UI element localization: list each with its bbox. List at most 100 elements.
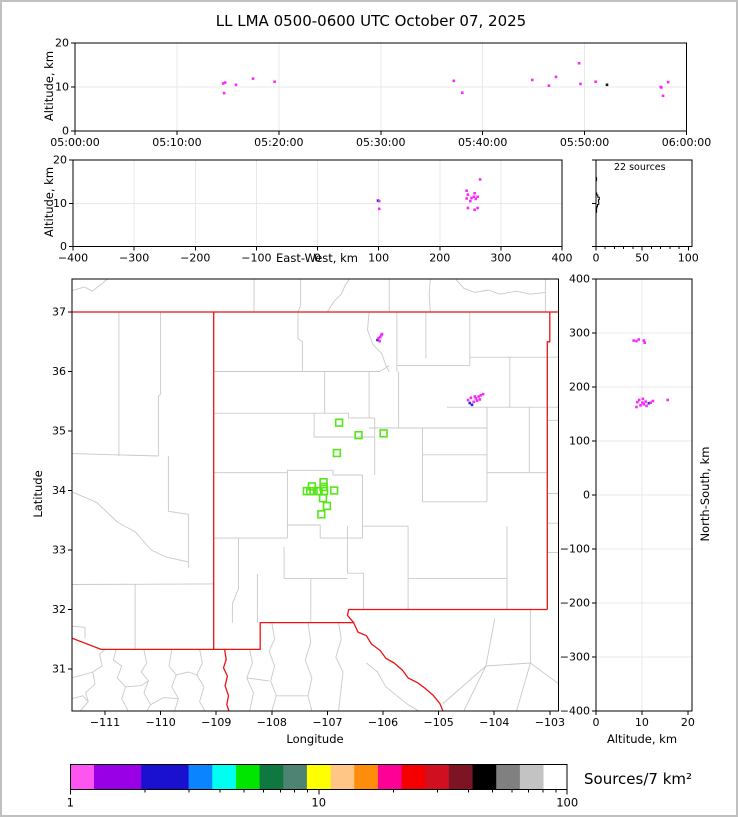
county-border (246, 649, 254, 711)
colorbar-segment (448, 764, 474, 790)
source-point (468, 401, 472, 405)
time-height-panel (75, 43, 687, 131)
x-axis-label-altitude-bottom: Altitude, km (606, 732, 678, 746)
county-border (246, 677, 270, 682)
x-tick-label: 05:00:00 (50, 136, 99, 149)
colorbar-segment (496, 764, 521, 790)
histogram-trace (596, 192, 600, 210)
x-tick-label: −105 (424, 716, 454, 729)
county-border (327, 279, 351, 313)
county-border (442, 618, 496, 704)
source-point (635, 339, 638, 343)
county-border (304, 622, 313, 711)
source-point (641, 397, 645, 401)
source-point (465, 189, 468, 193)
x-axis-label-longitude: Longitude (286, 732, 344, 746)
plan-map-panel (72, 279, 559, 711)
lma-station-marker (309, 486, 318, 496)
source-point (472, 195, 476, 199)
y-tick-label: 20 (55, 37, 69, 50)
source-point (478, 178, 482, 181)
y-axis-label-latitude: Latitude (31, 470, 45, 518)
ew-height-panel (73, 160, 562, 247)
colorbar-segment (235, 764, 261, 790)
source-point (377, 336, 380, 340)
y-tick-label: 20 (53, 154, 67, 167)
y-tick-label: 34 (52, 484, 66, 497)
county-border (287, 469, 363, 476)
source-point (660, 86, 663, 89)
source-point (452, 79, 456, 83)
county-border (213, 365, 390, 372)
source-point (637, 338, 641, 341)
county-border (157, 312, 162, 456)
source-point (273, 80, 276, 84)
county-border (176, 671, 197, 676)
source-point (644, 400, 647, 403)
page-title: LL LMA 0500-0600 UTC October 07, 2025 (215, 12, 527, 30)
source-point (470, 403, 474, 407)
county-border (528, 407, 548, 474)
x-tick-label: −200 (180, 252, 210, 265)
county-border (287, 524, 363, 539)
x-tick-label: 05:40:00 (458, 136, 507, 149)
x-tick-label: −111 (90, 716, 120, 729)
x-tick-label: −100 (241, 252, 271, 265)
sources-count-annotation: 22 sources (614, 162, 666, 173)
colorbar-segment (377, 764, 403, 790)
x-tick-label: −103 (535, 716, 565, 729)
source-point (651, 399, 655, 403)
county-border (140, 649, 152, 711)
colorbar: 1 10 100 (67, 764, 578, 810)
county-border (72, 279, 109, 292)
colorbar-segment (354, 764, 379, 790)
y-tick-label: 400 (569, 273, 590, 286)
ns-height-panel (596, 279, 692, 711)
source-point (577, 61, 581, 65)
colorbar-tick-label: 1 (67, 796, 74, 810)
y-tick-label: 33 (52, 544, 66, 557)
y-tick-label: 31 (52, 662, 66, 675)
y-tick-label: 36 (52, 365, 66, 378)
colorbar-segment (425, 764, 450, 790)
lma-station-marker (314, 486, 323, 496)
y-tick-label: −400 (560, 705, 590, 718)
y-tick-label: −300 (560, 651, 590, 664)
x-tick-label: 05:20:00 (254, 136, 303, 149)
source-point (466, 398, 470, 402)
county-border (72, 453, 159, 457)
lma-station-marker (354, 430, 363, 440)
county-border (297, 312, 303, 372)
source-point (380, 332, 384, 336)
y-tick-label: 100 (569, 435, 590, 448)
source-point (221, 82, 225, 85)
colorbar-segment (401, 764, 426, 790)
county-border (283, 547, 348, 580)
source-point (234, 83, 238, 87)
source-point (469, 199, 472, 203)
x-tick-label: 50 (635, 252, 649, 265)
source-point (475, 399, 479, 402)
x-tick-label: 400 (552, 252, 573, 265)
lma-station-marker (334, 418, 344, 427)
y-tick-label: −100 (560, 543, 590, 556)
county-border (516, 662, 531, 711)
source-point (547, 84, 551, 87)
colorbar-tick-label: 10 (311, 796, 326, 810)
lma-station-marker (307, 482, 317, 491)
source-point (661, 94, 665, 98)
county-border (125, 680, 149, 688)
state-border (353, 622, 444, 711)
colorbar-segment (117, 764, 142, 790)
lma-station-marker (318, 494, 328, 503)
county-border (72, 491, 189, 563)
x-tick-label: 0 (314, 252, 321, 265)
source-point (223, 81, 227, 84)
source-point (554, 75, 558, 79)
source-point (376, 338, 379, 342)
source-point (470, 196, 473, 200)
county-border (72, 583, 214, 585)
source-point (469, 396, 473, 399)
